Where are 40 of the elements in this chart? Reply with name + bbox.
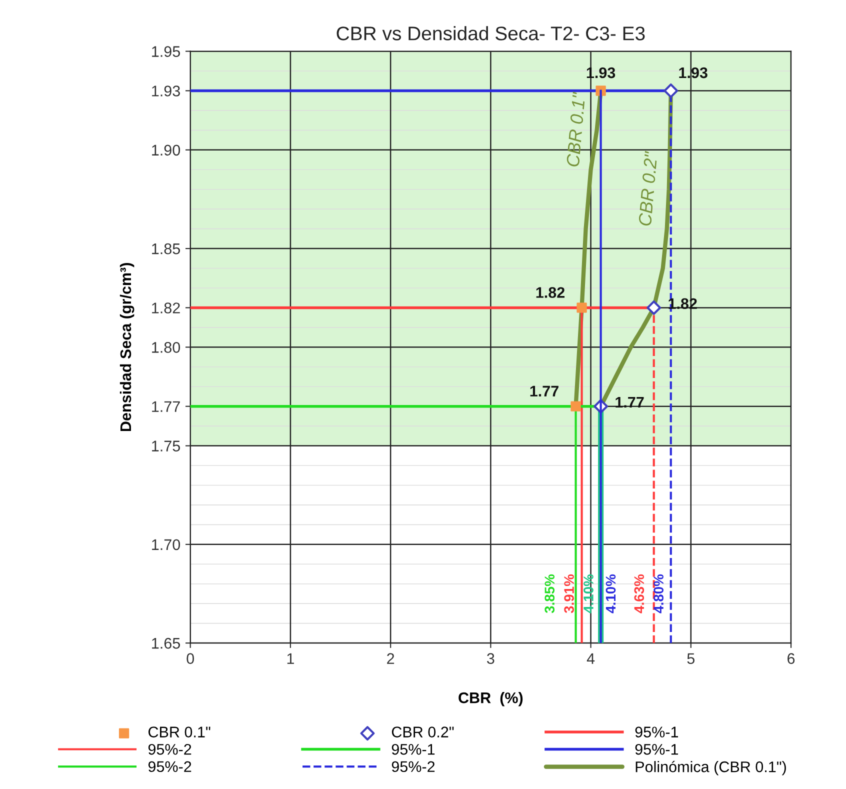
x-axis-title: CBR (%) [458,692,523,706]
data-label: 1.82 [536,287,565,298]
y-tick-label: 1.80 [152,342,180,353]
legend-label: 95%-2 [148,761,192,772]
y-tick-label: 1.65 [152,638,180,649]
legend-label: 95%-1 [635,744,678,755]
annotation: 4.10% [606,574,616,614]
legend-label: 95%-1 [635,726,678,738]
annotation: 3.91% [564,574,574,614]
x-tick-label: 2 [387,653,394,664]
x-tick-label: 5 [687,653,695,664]
y-tick-label: 1.95 [152,46,180,57]
y-tick-label: 1.77 [152,401,180,412]
x-tick-label: 3 [487,653,494,664]
legend-label: CBR 0.1" [148,726,210,738]
y-tick-label: 1.82 [152,302,180,314]
x-tick-label: 6 [788,653,795,664]
annotation: 4.80% [654,574,664,614]
y-tick-label: 1.93 [152,86,180,96]
legend-label: 95%-2 [148,744,192,755]
legend-label: Polinómica (CBR 0.1") [636,760,786,776]
legend-label: 95%-1 [392,744,435,755]
annotation: 3.85% [544,574,555,614]
x-tick-label: 1 [287,653,294,664]
y-tick-label: 1.70 [152,539,180,550]
y-tick-label: 1.85 [152,243,180,254]
annotation: 4.10% [584,574,594,614]
legend-label: 95%-2 [392,761,435,772]
data-label: 1.77 [530,386,558,396]
x-tick-label: 4 [586,653,595,664]
annotation: 4.63% [634,574,644,614]
x-tick-label: 0 [186,653,194,664]
annotation: CBR 0.2" [638,150,658,226]
y-tick-label: 1.90 [152,144,180,156]
annotation: CBR 0.1" [566,92,586,167]
chart-title: CBR vs Densidad Seca- T2- C3- E3 [336,26,645,40]
y-axis-title: Densidad Seca (gr/cm³) [120,263,134,432]
data-label: 1.77 [616,396,644,408]
y-tick-label: 1.75 [152,440,180,452]
legend-label: CBR 0.2" [392,726,454,738]
